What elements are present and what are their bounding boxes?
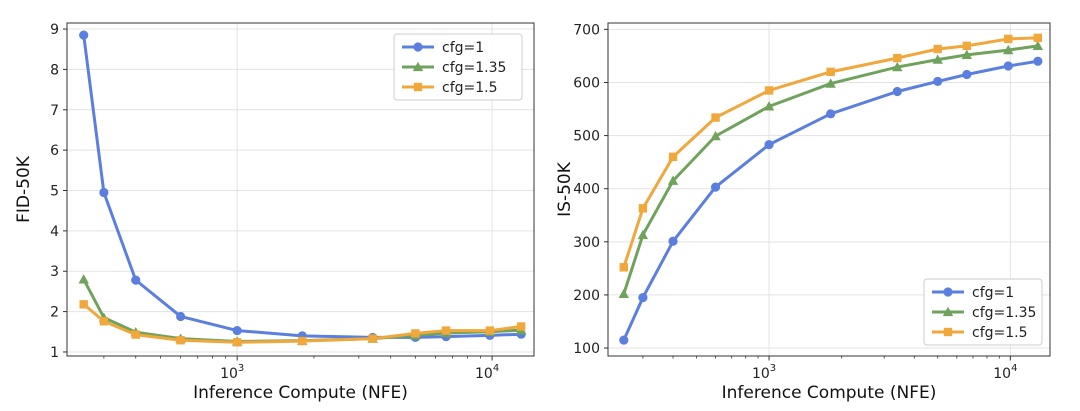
data-point — [933, 76, 943, 87]
y-tick-label: 4 — [50, 224, 59, 240]
legend: cfg=1 cfg=1.35 cfg=1.5 — [393, 33, 523, 101]
data-point — [176, 311, 186, 322]
data-point — [825, 78, 836, 88]
y-tick-label: 600 — [573, 75, 600, 91]
x-tick-label: 103 — [752, 363, 776, 382]
data-point — [892, 61, 903, 72]
data-point — [516, 322, 526, 331]
x-tick-label: 104 — [475, 363, 499, 382]
data-point — [933, 44, 942, 54]
y-axis-label: FID-50K — [14, 155, 34, 223]
data-point — [79, 30, 89, 40]
data-point — [298, 336, 307, 346]
legend-box — [393, 33, 523, 101]
legend-label: cfg=1.5 — [972, 325, 1028, 341]
data-point — [368, 334, 377, 343]
data-point — [411, 329, 420, 338]
y-tick-label: 1 — [50, 345, 59, 361]
data-point — [668, 152, 678, 162]
data-point — [711, 113, 720, 122]
y-tick-label: 8 — [50, 62, 59, 78]
legend-label: cfg=1 — [972, 285, 1014, 301]
data-point — [710, 182, 721, 192]
data-point — [764, 140, 774, 150]
axes-frame — [607, 22, 1051, 357]
y-tick-label: 5 — [50, 184, 59, 200]
data-point — [619, 263, 629, 272]
data-point — [893, 53, 902, 63]
x-axis-label: Inference Compute (NFE) — [193, 383, 408, 403]
data-point — [892, 86, 902, 97]
legend-label: cfg=1.35 — [442, 60, 506, 76]
legend-label: cfg=1.35 — [972, 305, 1036, 321]
data-point — [99, 187, 109, 198]
y-tick-label: 300 — [573, 235, 600, 251]
is-chart: 100 200 300 400 500 600 700 103 104 Inference Com… — [555, 22, 1051, 403]
data-point — [1003, 44, 1014, 55]
data-point — [79, 300, 88, 309]
fid-chart: 1 2 3 4 5 6 7 8 9 103 104 Inference Compute (NFE) FI… — [14, 22, 535, 403]
data-point — [932, 54, 943, 64]
y-tick-label: 200 — [573, 288, 600, 304]
data-point — [764, 86, 774, 95]
legend-label: cfg=1 — [442, 40, 484, 56]
data-point — [618, 288, 630, 299]
data-point — [1032, 40, 1044, 50]
y-tick-label: 2 — [50, 305, 59, 321]
y-axis-label: IS-50K — [555, 161, 575, 217]
legend: cfg=1 cfg=1.35 cfg=1.5 — [923, 278, 1043, 346]
data-point — [710, 130, 721, 141]
data-point — [638, 292, 648, 303]
data-point — [962, 41, 972, 51]
data-point — [131, 275, 141, 285]
data-point — [961, 49, 973, 60]
data-point — [1033, 33, 1043, 43]
data-point — [1004, 34, 1013, 44]
data-point — [232, 325, 242, 336]
data-point — [131, 330, 140, 339]
legend-marker — [413, 42, 423, 52]
y-tick-label: 7 — [50, 103, 59, 119]
legend-marker — [942, 306, 954, 317]
axes-frame — [66, 22, 535, 357]
y-tick-label: 9 — [50, 22, 59, 38]
y-tick-label: 400 — [573, 182, 600, 198]
data-point — [99, 317, 109, 326]
data-point — [619, 335, 629, 345]
y-tick-label: 6 — [50, 143, 59, 159]
y-tick-label: 3 — [50, 264, 59, 280]
data-point — [485, 326, 495, 335]
y-tick-label: 100 — [573, 341, 600, 357]
data-point — [826, 67, 835, 77]
data-point — [176, 336, 185, 345]
x-tick-label: 104 — [993, 363, 1017, 382]
data-point — [667, 175, 679, 185]
legend-marker — [943, 287, 953, 297]
legend-box — [923, 278, 1043, 346]
data-point — [962, 69, 972, 80]
data-point — [232, 338, 242, 347]
y-tick-label: 500 — [573, 129, 600, 145]
data-point — [637, 229, 649, 240]
legend-label: cfg=1.5 — [442, 80, 498, 96]
data-point — [763, 101, 775, 111]
x-axis-label: Inference Compute (NFE) — [722, 383, 937, 403]
x-tick-label: 103 — [220, 363, 244, 382]
data-point — [441, 326, 451, 335]
data-point — [1033, 56, 1043, 66]
legend-marker — [412, 61, 424, 72]
legend-marker — [943, 327, 953, 337]
data-point — [78, 274, 89, 284]
data-point — [638, 204, 648, 213]
data-point — [826, 109, 836, 119]
data-point — [1003, 61, 1013, 71]
data-point — [668, 236, 678, 246]
legend-marker — [413, 82, 423, 92]
y-tick-label: 700 — [573, 22, 600, 38]
